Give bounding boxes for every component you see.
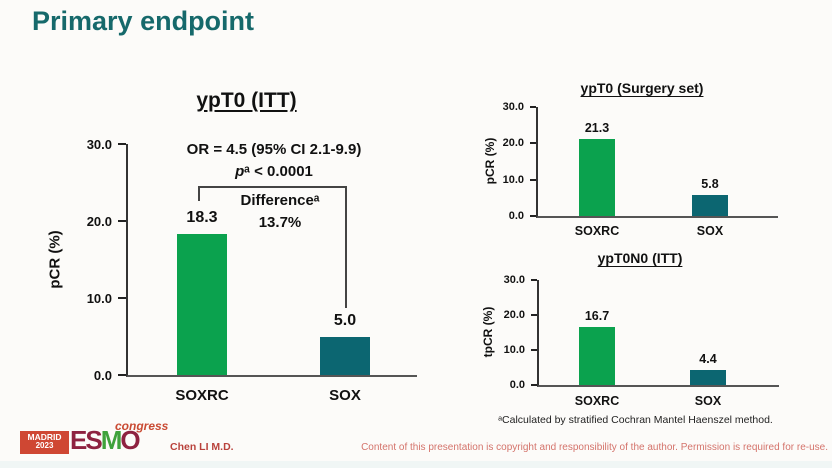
- y-tick-mark: [530, 106, 536, 108]
- chart-ypt0-surgery-set: ypT0 (Surgery set) pCR (%) 0.0 10.0 20.0 30…: [480, 80, 832, 246]
- y-tick-mark: [118, 297, 126, 299]
- x-category-label: SOXRC: [574, 394, 620, 408]
- bar-sox: [692, 194, 728, 216]
- congress-label: congress: [115, 419, 169, 433]
- bar-value-label: 16.7: [584, 308, 610, 323]
- chart-title: ypT0N0 (ITT): [597, 250, 683, 266]
- author-name: Chen LI M.D.: [170, 441, 234, 453]
- y-axis-label: pCR (%): [483, 137, 497, 185]
- x-category-label: SOXRC: [574, 224, 620, 238]
- bar-value-label: 21.3: [584, 120, 610, 135]
- madrid-2023-badge: MADRID 2023: [20, 431, 69, 454]
- y-tick-label: 20.0: [86, 213, 112, 229]
- y-tick-label: 10.0: [86, 290, 112, 306]
- esmo-congress-logo: MADRID 2023 ESMO congress: [20, 418, 170, 458]
- y-tick-mark: [118, 374, 126, 376]
- y-tick-mark: [531, 384, 537, 386]
- footer-strip: [0, 461, 832, 468]
- p-symbol: p: [235, 163, 245, 180]
- y-tick-mark: [118, 220, 126, 222]
- y-tick-mark: [531, 279, 537, 281]
- y-tick-label: 20.0: [502, 137, 524, 150]
- y-tick-mark: [531, 349, 537, 351]
- y-tick-mark: [531, 314, 537, 316]
- comparison-bracket-top: [198, 186, 347, 188]
- bar-soxrc: [177, 234, 227, 375]
- y-axis-label: tpCR (%): [481, 306, 495, 358]
- y-tick-label: 10.0: [503, 343, 525, 356]
- p-value-annotation: pᵃ < 0.0001: [235, 163, 313, 180]
- chart-title: ypT0 (Surgery set): [580, 80, 704, 96]
- y-tick-label: 30.0: [502, 100, 524, 113]
- bar-value-label: 4.4: [699, 351, 717, 366]
- page-title: Primary endpoint: [32, 6, 255, 36]
- y-tick-label: 30.0: [503, 273, 525, 286]
- bar-soxrc: [579, 138, 615, 216]
- bar-sox: [320, 336, 370, 375]
- chart-title: ypT0 (ITT): [196, 89, 297, 112]
- copyright-notice: Content of this presentation is copyrigh…: [361, 442, 828, 453]
- plot-area: 0.0 10.0 20.0 30.0 18.3 SOXRC 5.0 SOX: [87, 137, 417, 404]
- y-axis-label: pCR (%): [46, 230, 64, 289]
- esmo-wordmark: ESMO: [70, 425, 141, 455]
- y-tick-label: 0.0: [508, 209, 524, 222]
- difference-value: 13.7%: [258, 214, 302, 231]
- footnote: ᵃCalculated by stratified Cochran Mantel…: [498, 414, 773, 426]
- bar-value-label: 5.0: [333, 311, 357, 329]
- difference-label: Differenceᵃ: [240, 192, 320, 209]
- comparison-bracket-right: [345, 186, 347, 308]
- y-tick-label: 20.0: [503, 308, 525, 321]
- y-tick-mark: [118, 143, 126, 145]
- y-tick-label: 30.0: [86, 136, 112, 152]
- plot-area: 0.0 10.0 20.0 30.0 21.3 SOXRC 5.8 SOX: [503, 101, 778, 238]
- y-tick-label: 0.0: [509, 378, 525, 391]
- bar-sox: [690, 369, 726, 385]
- chart-ypt0-itt: ypT0 (ITT) OR = 4.5 (95% CI 2.1-9.9) pᵃ …: [30, 85, 465, 420]
- y-tick-mark: [530, 215, 536, 217]
- x-category-label: SOX: [329, 387, 361, 404]
- x-category-label: SOX: [694, 394, 722, 408]
- y-tick-label: 10.0: [502, 173, 524, 186]
- or-annotation: OR = 4.5 (95% CI 2.1-9.9): [186, 141, 362, 158]
- x-category-label: SOX: [696, 224, 724, 238]
- comparison-bracket-left: [198, 186, 200, 201]
- y-tick-mark: [530, 142, 536, 145]
- chart-ypt0n0-itt: ypT0N0 (ITT) tpCR (%) 0.0 10.0 20.0 30.0 16.…: [480, 248, 832, 414]
- y-tick-mark: [530, 178, 536, 181]
- x-category-label: SOXRC: [175, 387, 229, 404]
- plot-area: 0.0 10.0 20.0 30.0 16.7 SOXRC 4.4 SOX: [504, 274, 779, 408]
- bar-value-label: 18.3: [186, 209, 218, 227]
- bar-value-label: 5.8: [701, 176, 719, 191]
- bar-soxrc: [579, 326, 615, 385]
- y-tick-label: 0.0: [93, 367, 112, 383]
